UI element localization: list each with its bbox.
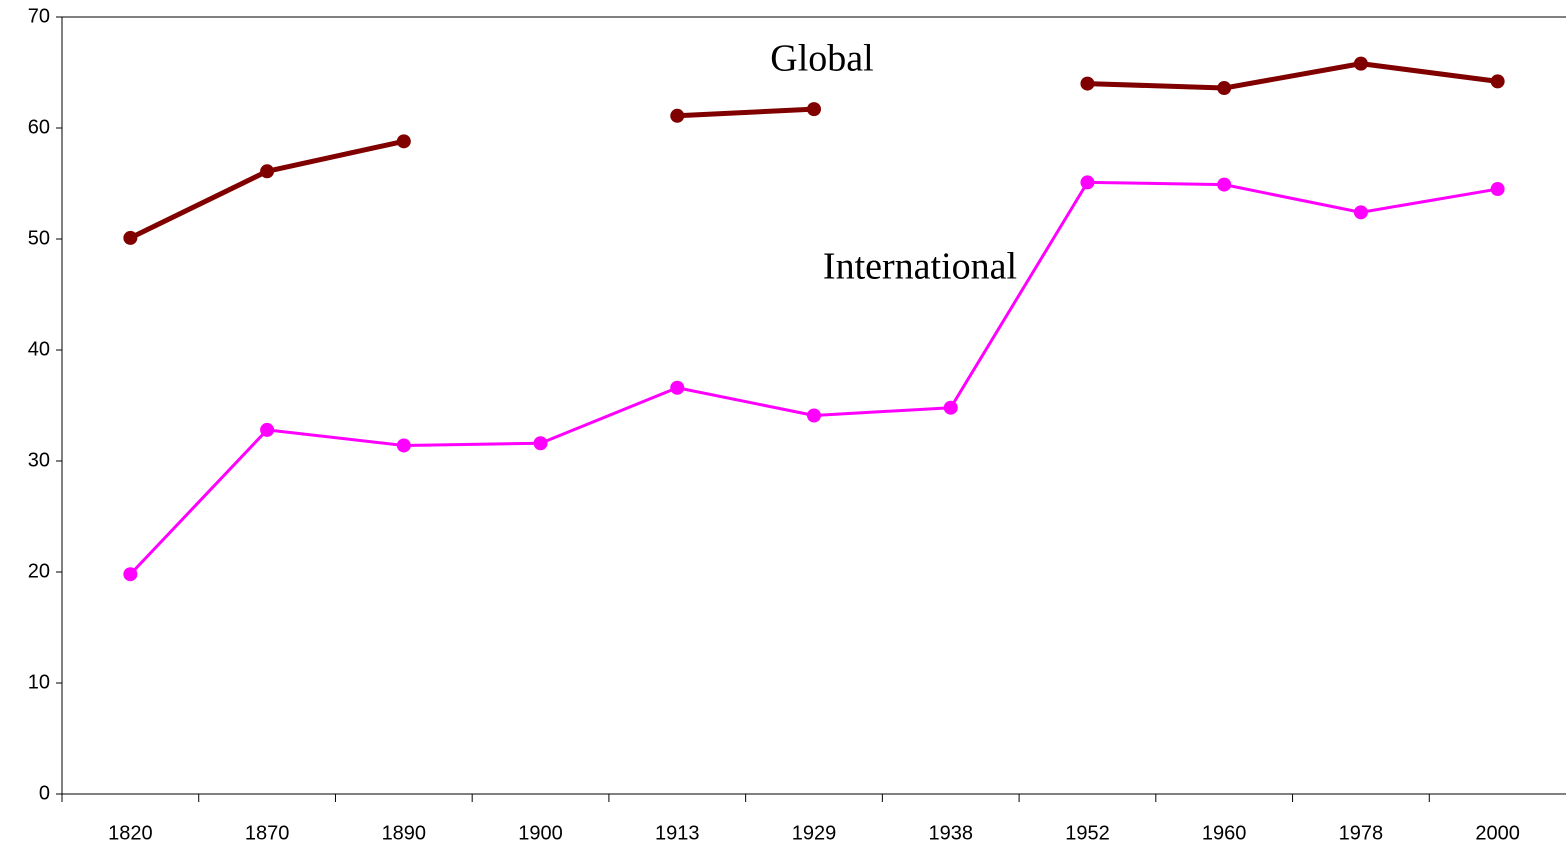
x-tick-label: 1900: [518, 822, 563, 844]
data-point: [670, 380, 685, 395]
data-point: [123, 230, 138, 245]
series-line: [129, 180, 1498, 576]
y-tick-label: 0: [39, 782, 50, 804]
data-point: [123, 567, 138, 582]
series-annotation: Global: [770, 38, 873, 80]
x-tick-label: 1952: [1065, 822, 1110, 844]
y-tick-label: 10: [28, 671, 50, 693]
data-point: [1353, 56, 1368, 71]
data-point: [260, 164, 275, 179]
x-tick-label: 1929: [792, 822, 837, 844]
data-point: [260, 422, 275, 437]
data-point: [670, 108, 685, 123]
x-tick-label: 1938: [928, 822, 973, 844]
data-point: [396, 134, 411, 149]
y-tick-label: 20: [28, 560, 50, 582]
series-line: [129, 61, 1498, 241]
data-point: [807, 102, 821, 117]
data-point: [1080, 76, 1095, 91]
x-tick-label: 1960: [1202, 822, 1247, 844]
data-point: [396, 438, 411, 453]
data-point: [533, 436, 548, 451]
y-tick-label: 50: [28, 227, 50, 249]
y-tick-label: 70: [28, 5, 50, 27]
x-tick-label: 1870: [245, 822, 290, 844]
x-tick-label: 1890: [382, 822, 427, 844]
x-tick-label: 1978: [1339, 822, 1384, 844]
x-tick-label: 2000: [1475, 822, 1520, 844]
data-point: [807, 408, 821, 423]
x-tick-label: 1820: [108, 822, 153, 844]
data-point: [943, 400, 958, 415]
series-annotation: International: [823, 246, 1017, 288]
y-tick-label: 60: [28, 116, 50, 138]
x-tick-label: 1913: [655, 822, 700, 844]
data-point: [1490, 74, 1505, 89]
y-tick-label: 30: [28, 449, 50, 471]
data-point: [1217, 81, 1232, 96]
y-tick-label: 40: [28, 338, 50, 360]
data-point: [1353, 205, 1368, 220]
data-point: [1217, 177, 1232, 192]
data-point: [1080, 175, 1095, 190]
data-point: [1490, 182, 1505, 197]
